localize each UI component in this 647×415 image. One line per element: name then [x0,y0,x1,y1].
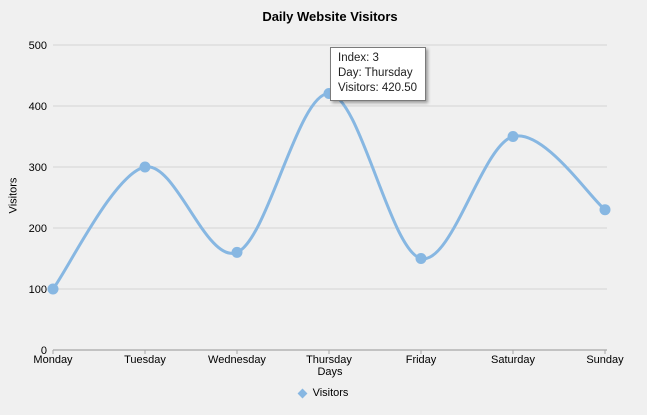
data-point-tooltip: Index: 3 Day: Thursday Visitors: 420.50 [330,47,427,101]
legend-series-diamond-icon [297,388,308,398]
data-point-monday[interactable] [47,283,59,295]
data-point-friday[interactable] [415,253,427,264]
x-tick-label-wednesday: Wednesday [208,354,266,366]
data-point-wednesday[interactable] [231,246,243,258]
y-tick-label-0: 0 [41,345,47,357]
y-tick-label-400: 400 [29,101,47,113]
y-tick-label-200: 200 [29,223,47,235]
visitors-series-line [51,91,607,291]
x-tick-label-monday: Monday [33,354,73,366]
x-tick-label-saturday: Saturday [491,354,536,366]
chart-title: Daily Website Visitors [262,9,398,24]
data-point-saturday[interactable] [507,131,519,142]
x-tick-label-tuesday: Tuesday [124,354,166,366]
tooltip-visitors-line: Visitors: 420.50 [338,82,418,94]
x-tick-label-friday: Friday [406,354,437,366]
data-point-tuesday[interactable] [139,161,151,173]
tooltip-index-line: Index: 3 [338,52,379,64]
x-tick-label-sunday: Sunday [586,354,624,366]
y-tick-label-300: 300 [29,162,47,174]
x-axis-title: Days [317,366,343,378]
y-tick-label-500: 500 [29,40,47,52]
tooltip-day-line: Day: Thursday [338,67,413,79]
data-point-sunday[interactable] [599,204,611,216]
legend: Visitors [0,387,647,399]
y-tick-label-100: 100 [29,284,47,296]
legend-series-label: Visitors [312,387,349,399]
x-tick-label-thursday: Thursday [306,354,352,366]
